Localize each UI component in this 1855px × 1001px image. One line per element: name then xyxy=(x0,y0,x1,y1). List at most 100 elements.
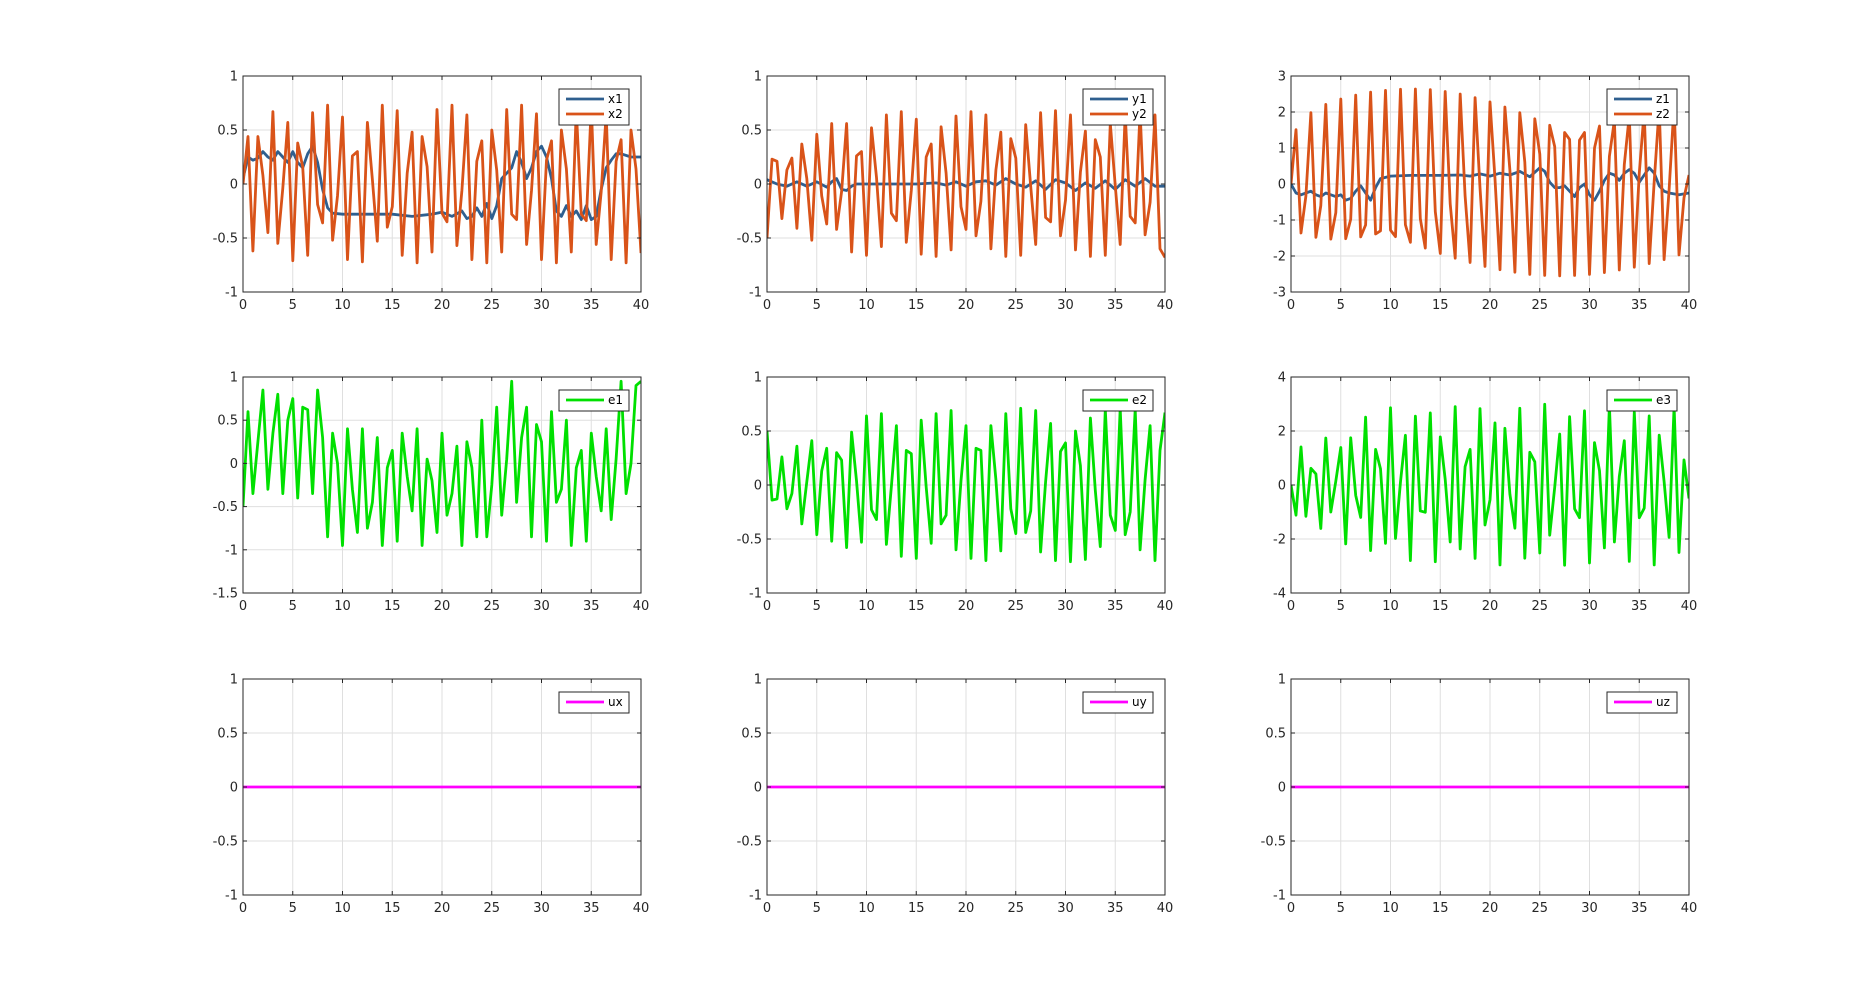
chart-panel-9: 0 5 10 15 20 25 30 35 40 -1 -0.5 0 0.5 1 uz xyxy=(1261,673,1698,917)
x-tick-label: 20 xyxy=(434,599,451,614)
y-tick-label: 0 xyxy=(754,781,762,796)
y-tick-label: 0 xyxy=(1278,479,1286,494)
x-tick-label: 15 xyxy=(1432,298,1449,313)
x-tick-label: 30 xyxy=(1581,599,1598,614)
x-tick-label: 15 xyxy=(908,298,925,313)
y-tick-label: 0.5 xyxy=(741,425,762,440)
legend: uz xyxy=(1606,691,1678,714)
y-tick-label: 1 xyxy=(1278,142,1286,157)
y-tick-label: 1 xyxy=(230,371,238,386)
y-tick-label: -3 xyxy=(1273,286,1286,301)
x-tick-label: 10 xyxy=(1382,599,1399,614)
y-tick-label: 0 xyxy=(754,479,762,494)
y-tick-label: -1 xyxy=(749,286,762,301)
x-tick-label: 5 xyxy=(289,298,297,313)
legend-label-e2: e2 xyxy=(1132,393,1147,407)
x-tick-label: 20 xyxy=(1482,599,1499,614)
x-tick-label: 25 xyxy=(1531,599,1548,614)
x-tick-label: 40 xyxy=(1681,901,1698,916)
y-tick-label: -1 xyxy=(749,889,762,904)
legend-label-e3: e3 xyxy=(1656,393,1671,407)
y-tick-label: 0.5 xyxy=(741,727,762,742)
legend-box xyxy=(1606,88,1678,126)
y-tick-label: 3 xyxy=(1278,70,1286,85)
x-tick-label: 15 xyxy=(1432,599,1449,614)
x-tick-label: 10 xyxy=(334,901,351,916)
x-tick-label: 10 xyxy=(1382,298,1399,313)
x-tick-label: 35 xyxy=(1631,901,1648,916)
y-tick-label: -0.5 xyxy=(213,835,238,850)
legend-label-uz: uz xyxy=(1656,695,1670,709)
legend-label-ux: ux xyxy=(608,695,623,709)
x-tick-label: 10 xyxy=(334,599,351,614)
x-tick-label: 35 xyxy=(1631,298,1648,313)
x-tick-label: 5 xyxy=(813,599,821,614)
y-tick-label: -1 xyxy=(225,889,238,904)
x-tick-label: 5 xyxy=(289,599,297,614)
x-tick-label: 30 xyxy=(533,298,550,313)
x-tick-label: 10 xyxy=(858,599,875,614)
legend-label-x2: x2 xyxy=(608,107,623,121)
x-tick-label: 25 xyxy=(483,901,500,916)
x-tick-label: 10 xyxy=(858,298,875,313)
x-tick-label: 20 xyxy=(1482,901,1499,916)
series-line-y2 xyxy=(767,109,1165,259)
y-tick-label: 2 xyxy=(1278,106,1286,121)
x-tick-label: 30 xyxy=(533,599,550,614)
x-tick-label: 30 xyxy=(1057,901,1074,916)
x-tick-label: 30 xyxy=(533,901,550,916)
x-tick-label: 40 xyxy=(633,298,650,313)
y-tick-label: 4 xyxy=(1278,371,1286,386)
y-tick-label: 1 xyxy=(230,673,238,688)
x-tick-label: 0 xyxy=(763,298,771,313)
x-tick-label: 5 xyxy=(813,298,821,313)
x-tick-label: 20 xyxy=(958,901,975,916)
legend-label-z1: z1 xyxy=(1656,92,1670,106)
y-tick-label: 0 xyxy=(1278,781,1286,796)
y-tick-label: -2 xyxy=(1273,250,1286,265)
legend: ux xyxy=(558,691,630,714)
x-tick-label: 15 xyxy=(1432,901,1449,916)
x-tick-label: 20 xyxy=(958,599,975,614)
x-tick-label: 40 xyxy=(1681,599,1698,614)
legend: uy xyxy=(1082,691,1154,714)
chart-panel-5: 0 5 10 15 20 25 30 35 40 -1 -0.5 0 0.5 1 e2 xyxy=(737,371,1174,615)
y-tick-label: -1 xyxy=(225,543,238,558)
x-tick-label: 0 xyxy=(1287,599,1295,614)
x-tick-label: 5 xyxy=(1337,599,1345,614)
x-tick-label: 30 xyxy=(1057,599,1074,614)
x-tick-label: 35 xyxy=(1107,901,1124,916)
x-tick-label: 0 xyxy=(1287,901,1295,916)
x-tick-label: 40 xyxy=(633,599,650,614)
x-tick-label: 30 xyxy=(1581,298,1598,313)
x-tick-label: 25 xyxy=(1531,901,1548,916)
x-tick-label: 20 xyxy=(958,298,975,313)
y-tick-label: 0.5 xyxy=(217,727,238,742)
y-tick-label: 0.5 xyxy=(217,414,238,429)
x-tick-label: 5 xyxy=(289,901,297,916)
y-tick-label: -0.5 xyxy=(737,232,762,247)
series-line-x1 xyxy=(243,144,641,222)
y-tick-label: -1 xyxy=(225,286,238,301)
chart-panel-7: 0 5 10 15 20 25 30 35 40 -1 -0.5 0 0.5 1 ux xyxy=(213,673,650,917)
x-tick-label: 20 xyxy=(434,298,451,313)
x-tick-label: 0 xyxy=(239,298,247,313)
x-tick-label: 25 xyxy=(1007,901,1024,916)
y-tick-label: 0 xyxy=(1278,178,1286,193)
x-tick-label: 15 xyxy=(908,901,925,916)
series-line-z2 xyxy=(1291,87,1689,278)
x-tick-label: 40 xyxy=(1157,298,1174,313)
x-tick-label: 35 xyxy=(1107,298,1124,313)
legend: e1 xyxy=(558,389,630,412)
x-tick-label: 35 xyxy=(1107,599,1124,614)
legend-label-y2: y2 xyxy=(1132,107,1147,121)
x-tick-label: 40 xyxy=(1681,298,1698,313)
x-tick-label: 35 xyxy=(583,298,600,313)
y-tick-label: -0.5 xyxy=(213,232,238,247)
